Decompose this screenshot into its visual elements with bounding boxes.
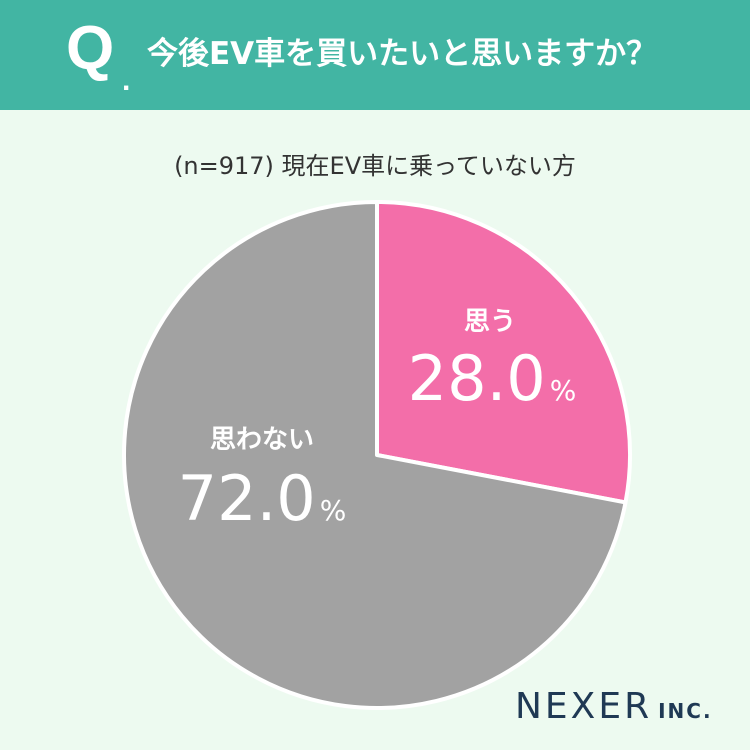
logo-brand: NEXER <box>515 686 653 727</box>
slice-value-label: 72.0% <box>178 462 347 535</box>
question-text: 今後EV車を買いたいと思いますか？ <box>147 36 658 72</box>
logo-suffix: INC. <box>658 699 713 723</box>
slice-name-label: 思う <box>464 307 516 337</box>
q-mark: Q <box>66 14 115 83</box>
sample-subtitle: (n=917) 現在EV車に乗っていない方 <box>174 152 576 180</box>
company-logo: NEXER INC. <box>515 686 713 727</box>
pie-slice-no <box>122 200 628 710</box>
pie-slice-yes <box>375 200 632 505</box>
slice-value-label: 28.0% <box>408 342 577 415</box>
q-dot: . <box>122 64 131 97</box>
question-header: Q . 今後EV車を買いたいと思いますか？ <box>0 0 750 110</box>
slice-name-label: 思わない <box>210 425 314 455</box>
